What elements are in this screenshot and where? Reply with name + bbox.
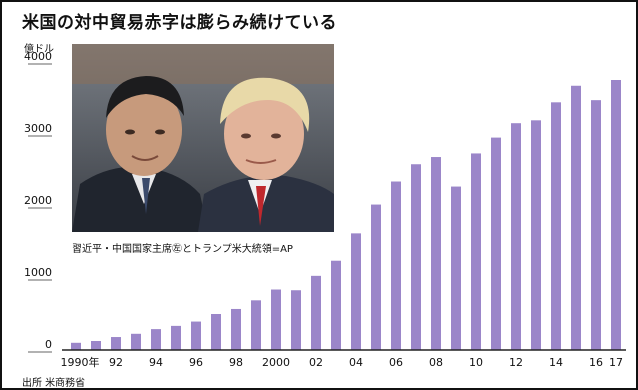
bar-2014: [551, 102, 561, 350]
bar-2007: [411, 164, 421, 350]
x-tick-label: 12: [509, 356, 523, 369]
bar-2010: [471, 153, 481, 350]
y-tick-label: 0: [45, 338, 52, 351]
x-tick-label: 17: [609, 356, 623, 369]
x-tick-label: 92: [109, 356, 123, 369]
bar-1995: [171, 325, 181, 350]
bar-2005: [371, 204, 381, 350]
bar-2017: [611, 80, 621, 350]
x-tick-label: 04: [349, 356, 363, 369]
source-label: 出所 米商務省: [22, 378, 86, 389]
bar-1991: [91, 341, 101, 350]
bar-1993: [131, 333, 141, 350]
x-tick-label: 2000: [262, 356, 290, 369]
x-tick-label: 06: [389, 356, 403, 369]
y-tick-label: 1000: [24, 266, 52, 279]
bar-1992: [111, 337, 121, 350]
bar-2015: [571, 85, 581, 350]
bar-1994: [151, 329, 161, 350]
bar-1990: [71, 342, 81, 350]
bar-1996: [191, 321, 201, 350]
photo-caption: 習近平・中国国家主席㊧とトランプ米大統領=AP: [72, 244, 293, 255]
x-tick-label: 14: [549, 356, 563, 369]
bar-2009: [451, 186, 461, 350]
chart-title: 米国の対中貿易赤字は膨らみ続けている: [22, 13, 337, 33]
bar-2013: [531, 120, 541, 350]
bar-2001: [291, 290, 301, 350]
y-tick-label: 2000: [24, 194, 52, 207]
bar-2012: [511, 123, 521, 350]
x-tick-label: 98: [229, 356, 243, 369]
x-tick-label: 96: [189, 356, 203, 369]
y-tick-label: 4000: [24, 50, 52, 63]
bar-2008: [431, 157, 441, 350]
x-tick-label: 94: [149, 356, 163, 369]
bar-2011: [491, 137, 501, 350]
bar-2003: [331, 260, 341, 350]
x-tick-label: 16: [589, 356, 603, 369]
bar-2016: [591, 100, 601, 350]
x-tick-label: 08: [429, 356, 443, 369]
leaders-photo: [72, 44, 334, 232]
bar-2002: [311, 275, 321, 350]
bar-2000: [271, 289, 281, 350]
x-tick-label: 10: [469, 356, 483, 369]
y-tick-label: 3000: [24, 122, 52, 135]
x-tick-label: 02: [309, 356, 323, 369]
y-axis-unit-label: 億ドル: [24, 44, 54, 55]
bar-2006: [391, 181, 401, 350]
bar-1998: [231, 308, 241, 350]
bar-1999: [251, 300, 261, 350]
bar-1997: [211, 314, 221, 350]
x-tick-label: 1990年: [61, 355, 100, 369]
bar-2004: [351, 233, 361, 350]
